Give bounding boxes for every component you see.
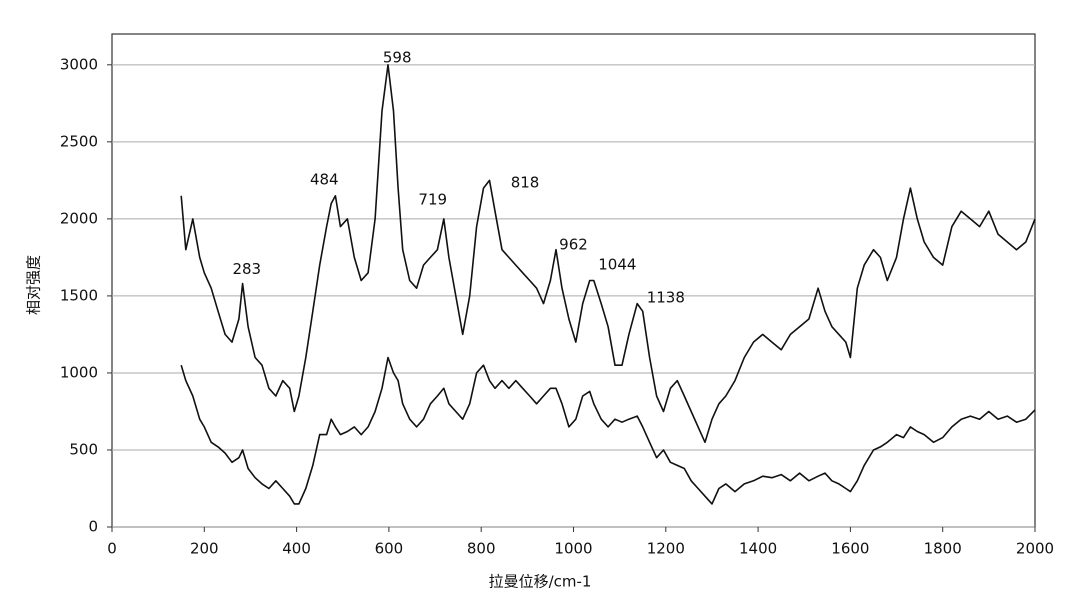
peak-label: 962: [559, 235, 588, 253]
x-tick-label: 2000: [1016, 540, 1054, 558]
series-line: [180, 356, 1036, 505]
peak-label: 484: [310, 170, 339, 188]
y-tick-label: 1500: [60, 286, 98, 304]
x-tick-label: 1800: [924, 540, 962, 558]
peak-label: 719: [418, 190, 447, 208]
x-tick-label: 1200: [647, 540, 685, 558]
y-axis-label: 相对强度: [25, 255, 43, 315]
plot-frame: [111, 33, 1036, 528]
y-tick-label: 2500: [60, 132, 98, 150]
peak-label: 1044: [598, 255, 636, 273]
peak-label: 1138: [647, 288, 685, 306]
x-tick-label: 1400: [739, 540, 777, 558]
y-tick-label: 500: [69, 440, 98, 458]
series-line: [180, 64, 1036, 444]
y-tick-label: 3000: [60, 55, 98, 73]
x-tick-label: 600: [375, 540, 404, 558]
peak-label: 818: [511, 173, 540, 191]
x-tick-label: 0: [107, 540, 117, 558]
x-tick-label: 1600: [831, 540, 869, 558]
y-tick-label: 1000: [60, 363, 98, 381]
peak-label: 598: [383, 48, 412, 66]
y-tick-label: 0: [88, 518, 98, 536]
x-tick-label: 400: [282, 540, 311, 558]
x-axis-label: 拉曼位移/cm-1: [489, 573, 592, 591]
peak-label: 283: [232, 260, 261, 278]
x-tick-label: 800: [467, 540, 496, 558]
y-tick-label: 2000: [60, 209, 98, 227]
x-tick-label: 200: [190, 540, 219, 558]
x-tick-label: 1000: [554, 540, 592, 558]
